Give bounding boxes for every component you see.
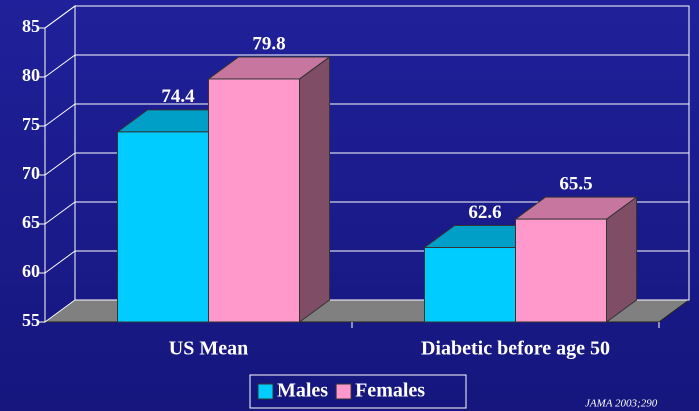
legend-swatch bbox=[335, 383, 352, 400]
y-tick-label: 75 bbox=[22, 114, 40, 134]
legend-label: Females bbox=[355, 380, 425, 402]
y-tick-label: 70 bbox=[22, 163, 40, 183]
data-label: 74.4 bbox=[161, 86, 195, 107]
legend-box bbox=[249, 374, 467, 409]
legend-label: Males bbox=[277, 380, 328, 402]
x-tick-label: US Mean bbox=[169, 338, 248, 360]
y-tick-label: 65 bbox=[22, 212, 40, 232]
data-label: 79.8 bbox=[252, 33, 285, 54]
y-tick-label: 80 bbox=[22, 65, 40, 85]
legend-swatch bbox=[257, 383, 274, 400]
bar bbox=[117, 131, 209, 323]
grid-line bbox=[44, 103, 76, 127]
y-tick-label: 55 bbox=[22, 310, 40, 330]
grid-line bbox=[44, 54, 76, 78]
grid-line bbox=[44, 152, 76, 176]
bar bbox=[208, 78, 300, 323]
y-tick-label: 85 bbox=[22, 16, 40, 36]
y-tick-label: 60 bbox=[22, 261, 40, 281]
grid-line bbox=[44, 250, 76, 274]
bar bbox=[424, 247, 516, 323]
bar-side bbox=[299, 55, 330, 323]
bar bbox=[515, 218, 607, 323]
annotation: JAMA 2003;290 bbox=[585, 398, 658, 410]
grid-line bbox=[44, 5, 76, 29]
data-label: 62.6 bbox=[468, 202, 501, 223]
grid-line bbox=[44, 201, 76, 225]
data-label: 65.5 bbox=[559, 173, 592, 194]
x-tick-label: Diabetic before age 50 bbox=[421, 338, 610, 360]
